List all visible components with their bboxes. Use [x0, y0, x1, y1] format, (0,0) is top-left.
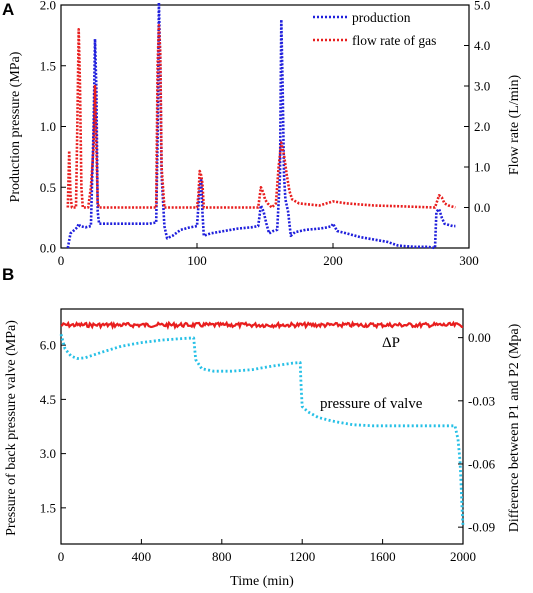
panel-a-right-y-label: Flow rate (L/min) — [507, 75, 522, 176]
panel-a-left-y-tick-label: 1.0 — [40, 119, 56, 134]
panel-b-x-tick-label: 0 — [58, 549, 65, 564]
panel-a-series-production-line — [66, 1, 456, 250]
panel-b-right-y-label: Difference between P1 and P2 (Mpa) — [507, 323, 522, 532]
panel-a-right-y-tick-label: 3.0 — [474, 79, 490, 94]
panel-b-right-y-tick-label: 0.00 — [468, 330, 491, 345]
panel-a-left-y-label: Production pressure (MPa) — [8, 51, 23, 202]
panel-a-series — [66, 1, 456, 250]
panel-b-frame — [60, 308, 464, 545]
panel-a-left-y-tick-label: 0.0 — [40, 241, 56, 256]
panel-a-legend: production flow rate of gas — [313, 10, 436, 48]
panel-a-right-y-axis: 0.0 1.0 2.0 3.0 4.0 5.0 — [464, 0, 490, 215]
panel-b-right-y-tick-label: -0.09 — [468, 520, 495, 535]
panel-b-x-tick-label: 2000 — [450, 549, 476, 564]
panel-a-right-y-tick-label: 2.0 — [474, 119, 490, 134]
panel-b-x-tick-label: 1600 — [370, 549, 396, 564]
panel-b-right-y-tick-label: -0.06 — [468, 456, 496, 471]
panel-b-left-y-label: Pressure of back pressure valve (MPa) — [4, 320, 19, 536]
panel-b-left-y-tick-label: 6.0 — [40, 338, 56, 353]
panel-b-left-y-tick-label: 1.5 — [40, 500, 56, 515]
panel-b: 0 400 800 1200 1600 2000 1.53.04.56.0 -0.09-0… — [4, 308, 522, 589]
panel-a-right-y-tick-label: 4.0 — [474, 38, 490, 53]
panel-a-right-y-tick-label: 1.0 — [474, 160, 490, 175]
annotation-delta-p: ΔP — [382, 335, 400, 351]
panel-b-series — [59, 320, 465, 526]
panel-b-x-tick-label: 800 — [212, 549, 232, 564]
panel-b-series-delta-p-line — [60, 320, 464, 331]
legend-production-label: production — [352, 10, 411, 25]
panel-a: 0 100 200 300 0.0 0.5 1.0 1.5 2.0 0.0 1.0 2.0 3.0 4… — [8, 0, 522, 268]
panel-b-letter: B — [2, 265, 14, 284]
panel-a-left-y-axis: 0.0 0.5 1.0 1.5 2.0 — [40, 0, 66, 256]
panel-a-letter: A — [2, 0, 14, 19]
panel-b-left-y-axis: 1.5 3.0 4.5 6.0 — [40, 338, 66, 515]
panel-a-left-y-tick-label: 1.5 — [40, 58, 56, 73]
panel-b-x-tick-label: 400 — [132, 549, 152, 564]
panel-a-x-tick-label: 100 — [187, 253, 207, 268]
panel-a-x-tick-label: 300 — [459, 253, 479, 268]
panel-b-left-y-tick-label: 3.0 — [40, 446, 56, 461]
panel-b-left-y-tick-label: 4.5 — [40, 392, 56, 407]
annotation-pressure-of-valve: pressure of valve — [320, 396, 423, 412]
panel-a-right-y-tick-label: 5.0 — [474, 0, 490, 13]
legend-flow-label: flow rate of gas — [352, 33, 436, 48]
panel-b-x-tick-label: 1200 — [289, 549, 315, 564]
panel-a-left-y-tick-label: 2.0 — [40, 0, 56, 13]
panel-b-right-y-tick-label: -0.03 — [468, 393, 495, 408]
panel-b-right-y-axis: -0.09 -0.06 -0.03 0.00 — [458, 330, 496, 535]
panel-b-x-axis: 0 400 800 1200 1600 2000 — [58, 539, 476, 564]
panel-a-x-tick-label: 200 — [323, 253, 343, 268]
panel-a-right-y-tick-label: 0.0 — [474, 200, 490, 215]
panel-b-series-pressure-of-valve-line — [59, 333, 465, 526]
panel-a-x-axis: 0 100 200 300 — [58, 243, 479, 268]
panel-a-x-tick-label: 0 — [58, 253, 65, 268]
panel-a-series-flow-rate-line — [66, 23, 456, 209]
panel-a-left-y-tick-label: 0.5 — [40, 180, 56, 195]
panel-b-x-label: Time (min) — [230, 574, 294, 589]
